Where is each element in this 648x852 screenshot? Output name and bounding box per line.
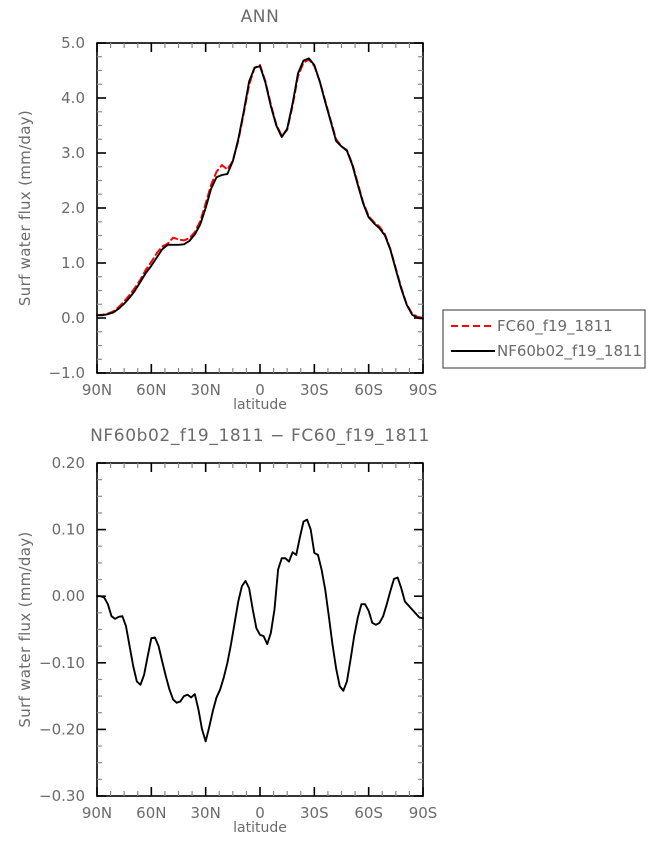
data-layer-top: [96, 57, 424, 320]
ytick-label: 4.0: [61, 89, 85, 107]
series-line-nf60b02-f19-1811: [96, 57, 424, 320]
series-line-nf60b02-f19-1811-fc60-f19-1811: [96, 518, 424, 743]
xtick-label: 60N: [136, 381, 166, 399]
xtick-label: 60S: [354, 804, 383, 822]
ytick-label: 0.20: [52, 454, 85, 472]
yaxis-title-bottom: Surf water flux (mm/day): [16, 531, 34, 727]
legend-box: [442, 309, 646, 369]
xtick-label: 90S: [409, 804, 438, 822]
legend-label-0: FC60_f19_1811: [497, 317, 613, 336]
xtick-label: 30N: [191, 804, 221, 822]
panel-title-bottom: NF60b02_f19_1811 − FC60_f19_1811: [90, 426, 430, 446]
yaxis-title-top: Surf water flux (mm/day): [16, 110, 34, 306]
panel-bottom: NF60b02_f19_1811 − FC60_f19_1811 90N 60N 30…: [16, 426, 437, 836]
ytick-label: 0.10: [52, 521, 85, 539]
xtick-label: 60N: [136, 804, 166, 822]
xtick-label: 90S: [409, 381, 438, 399]
panel-top: ANN 90N 60N 30N 0 30S 60S 90S 5.0 4.0 3.0 2.0 1.0 0.0…: [16, 7, 646, 413]
xtick-label: 30S: [300, 381, 329, 399]
ytick-label: 3.0: [61, 144, 85, 162]
ytick-label: −0.10: [39, 654, 85, 672]
ytick-label: 0.00: [52, 587, 85, 605]
data-layer-bottom: [96, 518, 424, 743]
xtick-label: 30N: [191, 381, 221, 399]
plot-frame-top: [96, 42, 424, 374]
xtick-label: 90N: [82, 804, 112, 822]
ytick-label: 5.0: [61, 34, 85, 52]
xaxis-title-bottom: latitude: [233, 820, 287, 836]
xaxis-title-top: latitude: [233, 397, 287, 413]
ytick-label: 1.0: [61, 254, 85, 272]
ytick-label: 0.0: [61, 309, 85, 327]
ytick-label: 2.0: [61, 199, 85, 217]
plot-frame-bottom: [96, 462, 424, 797]
xtick-label: 90N: [82, 381, 112, 399]
xtick-label: 60S: [354, 381, 383, 399]
xtick-label: 0: [255, 804, 265, 822]
panel-title-top: ANN: [241, 7, 280, 27]
legend: FC60_f19_1811 NF60b02_f19_1811: [442, 309, 646, 369]
ytick-label: −1.0: [49, 364, 85, 382]
legend-label-1: NF60b02_f19_1811: [497, 342, 642, 361]
xtick-label: 30S: [300, 804, 329, 822]
xtick-label: 0: [255, 381, 265, 399]
ytick-label: −0.20: [39, 720, 85, 738]
series-line-fc60-f19-1811: [96, 58, 424, 319]
ytick-label: −0.30: [39, 787, 85, 805]
